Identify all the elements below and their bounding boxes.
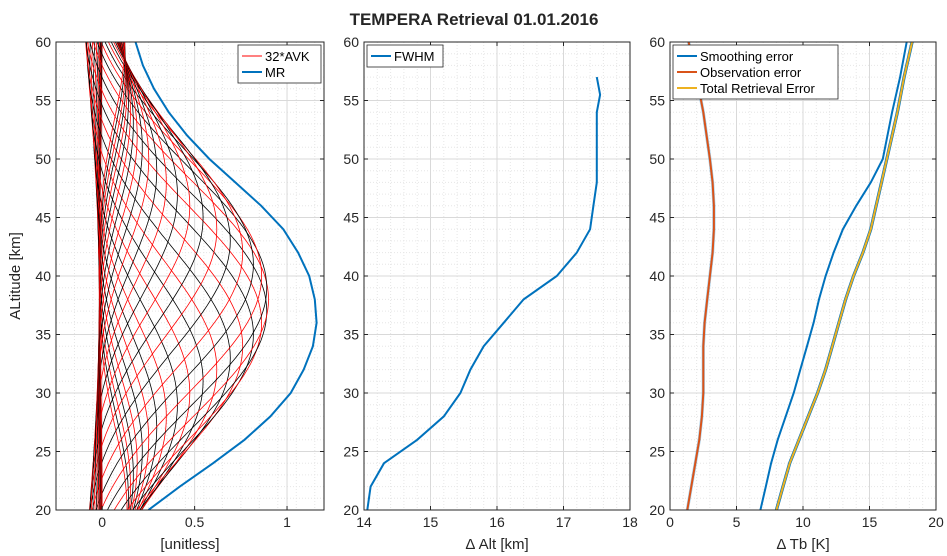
ticks [363, 41, 631, 511]
y-tick-label: 20 [343, 502, 359, 518]
avk-line [95, 42, 158, 510]
x-tick-label: 18 [622, 514, 638, 530]
series-line-total-retrieval-error [775, 42, 914, 510]
avk-line [92, 42, 178, 510]
y-tick-label: 55 [35, 93, 51, 109]
y-tick-label: 25 [35, 444, 51, 460]
x-axis-label: [unitless] [160, 536, 219, 553]
y-tick-label: 45 [649, 210, 665, 226]
avk-line [98, 42, 134, 510]
avk-line [95, 42, 158, 510]
panel-1: 0 0.5 1 20 25 30 35 40 45 50 55 60 [unitless] ALtitud… [7, 34, 325, 553]
y-tick-label: 35 [35, 327, 51, 343]
y-tick-label: 20 [649, 502, 665, 518]
x-tick-label: 0 [98, 514, 106, 530]
x-tick-label: 0 [666, 514, 674, 530]
x-tick-label: 15 [423, 514, 439, 530]
avk-line [99, 42, 126, 510]
legend: FWHM [366, 44, 444, 68]
y-tick-label: 60 [343, 34, 359, 50]
series-line-fwhm [366, 76, 602, 510]
y-tick-label: 40 [343, 268, 359, 284]
avk-line [97, 42, 138, 510]
plot-area [685, 42, 914, 510]
y-tick-label: 40 [649, 268, 665, 284]
plot-area [85, 42, 318, 510]
avk-line [89, 42, 204, 510]
panels: 0 0.5 1202530354045505560[unitless]ALtitud… [7, 34, 944, 553]
avk-line [85, 42, 254, 510]
y-tick-label: 25 [649, 444, 665, 460]
x-tick-label: 20 [928, 514, 944, 530]
panel-3: 0 5 10 15 20 20 25 30 35 40 45 50 55 60 Δ Tb [K] Smooth… [649, 34, 944, 553]
legend-label: Observation error [700, 65, 802, 80]
series-line-mr [134, 42, 318, 510]
x-tick-label: 17 [556, 514, 572, 530]
x-tick-label: 15 [862, 514, 878, 530]
y-tick-label: 35 [649, 327, 665, 343]
legend-box [237, 44, 322, 84]
figure-title: TEMPERA Retrieval 01.01.2016 [350, 10, 599, 29]
avk-line [92, 42, 270, 510]
avk-line [85, 42, 244, 510]
ticks [56, 41, 324, 511]
x-axis-label: Δ Tb [K] [776, 536, 829, 553]
avk-line [89, 42, 268, 510]
y-tick-label: 45 [35, 210, 51, 226]
avk-line [96, 42, 150, 510]
y-tick-label: 50 [35, 151, 51, 167]
series-line-observation-error [686, 42, 715, 510]
avk-line [96, 42, 143, 510]
y-tick-label: 30 [35, 385, 51, 401]
y-tick-label: 25 [343, 444, 359, 460]
y-tick-label: 30 [343, 385, 359, 401]
legend-label: MR [265, 65, 285, 80]
y-tick-label: 50 [343, 151, 359, 167]
y-tick-label: 20 [35, 502, 51, 518]
panel-2: 14 15 16 17 18 20 25 30 35 40 45 50 55 60 Δ Alt [km] FW… [343, 34, 638, 553]
legend-label: FWHM [394, 49, 434, 64]
x-tick-label: 5 [733, 514, 741, 530]
x-axis-label: Δ Alt [km] [465, 536, 528, 553]
y-tick-label: 40 [35, 268, 51, 284]
legend-label: Smoothing error [700, 49, 794, 64]
avk-line [96, 42, 150, 510]
avk-line [96, 42, 268, 510]
legend-label: Total Retrieval Error [700, 81, 816, 96]
y-tick-label: 30 [649, 385, 665, 401]
avk-line [89, 42, 218, 510]
plot-area [366, 76, 602, 510]
series-line-smoothing-error [759, 42, 908, 510]
grid [363, 41, 631, 511]
avk-line [91, 42, 244, 510]
y-tick-label: 55 [343, 93, 359, 109]
y-tick-label: 45 [343, 210, 359, 226]
x-tick-label: 14 [356, 514, 372, 530]
legend-box [672, 44, 839, 100]
avk-curves [85, 42, 270, 510]
legend-box [366, 44, 444, 68]
avk-line [87, 42, 218, 510]
y-tick-label: 60 [35, 34, 51, 50]
avk-line [98, 42, 131, 510]
x-tick-label: 1 [283, 514, 291, 530]
legend-label: 32*AVK [265, 49, 310, 64]
x-tick-label: 16 [489, 514, 505, 530]
avk-line [93, 42, 167, 510]
x-tick-label: 10 [795, 514, 811, 530]
ticks [669, 41, 937, 511]
y-axis-label: ALtitude [km] [7, 232, 24, 320]
x-tick-label: 0.5 [185, 514, 205, 530]
y-tick-label: 35 [343, 327, 359, 343]
avk-line [95, 42, 254, 510]
y-tick-label: 50 [649, 151, 665, 167]
y-tick-label: 55 [649, 93, 665, 109]
y-tick-label: 60 [649, 34, 665, 50]
